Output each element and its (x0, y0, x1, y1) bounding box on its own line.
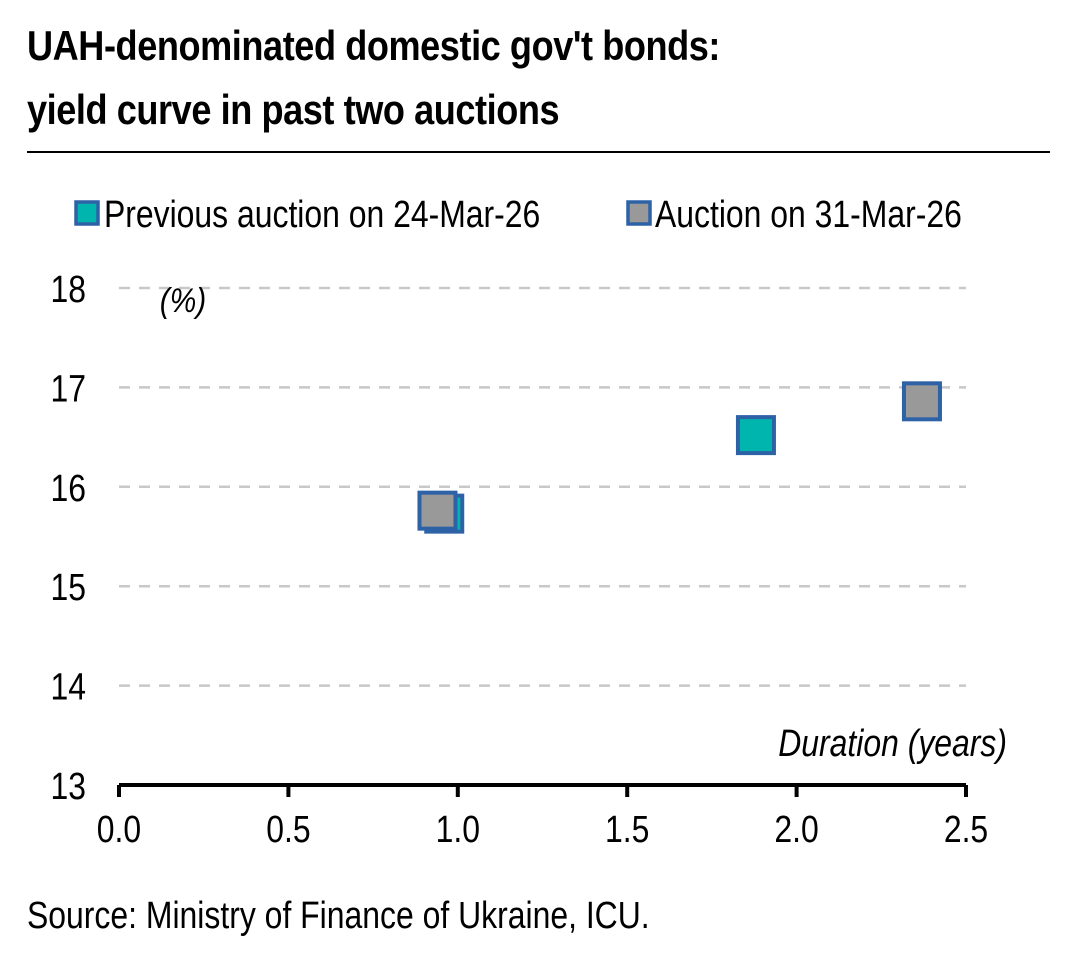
x-tick-label: 1.5 (605, 808, 649, 850)
source-note: Source: Ministry of Finance of Ukraine, … (27, 895, 650, 937)
legend: Previous auction on 24-Mar-26 Auction on … (74, 193, 962, 236)
x-tick-label: 0.5 (266, 808, 310, 850)
x-tick-label: 2.0 (774, 808, 818, 850)
y-tick-label: 16 (50, 467, 86, 509)
legend-swatch-1 (626, 200, 652, 226)
point-series-1-0 (417, 490, 458, 531)
x-tick-label: 0.0 (97, 808, 141, 850)
chart-title: UAH-denominated domestic gov't bonds: yi… (27, 14, 904, 142)
y-tick-label: 15 (50, 567, 86, 609)
legend-label-0: Previous auction on 24-Mar-26 (104, 193, 540, 235)
point-series-1-1 (901, 381, 942, 422)
y-axis-ticks: 13 14 15 16 17 18 (50, 268, 86, 807)
x-tick-label: 1.0 (436, 808, 480, 850)
x-axis: 0.0 0.5 1.0 1.5 2.0 2.5 (97, 783, 988, 851)
chart-title-line-2: yield curve in past two auctions (27, 86, 560, 133)
x-axis-label: Duration (years) (778, 722, 1007, 764)
y-tick-label: 17 (50, 368, 86, 410)
y-tick-label: 13 (50, 765, 86, 807)
y-tick-label: 14 (50, 666, 86, 708)
point-series-0-1 (735, 415, 776, 456)
legend-swatch-0 (74, 200, 100, 226)
y-tick-label: 18 (50, 268, 86, 310)
y-axis-label: (%) (160, 281, 207, 319)
chart-title-line-1: UAH-denominated domestic gov't bonds: (27, 22, 721, 69)
title-divider (27, 151, 1050, 153)
grid-lines (119, 286, 966, 687)
legend-label-1: Auction on 31-Mar-26 (655, 193, 962, 235)
x-tick-label: 2.5 (944, 808, 988, 850)
data-points (417, 381, 942, 534)
